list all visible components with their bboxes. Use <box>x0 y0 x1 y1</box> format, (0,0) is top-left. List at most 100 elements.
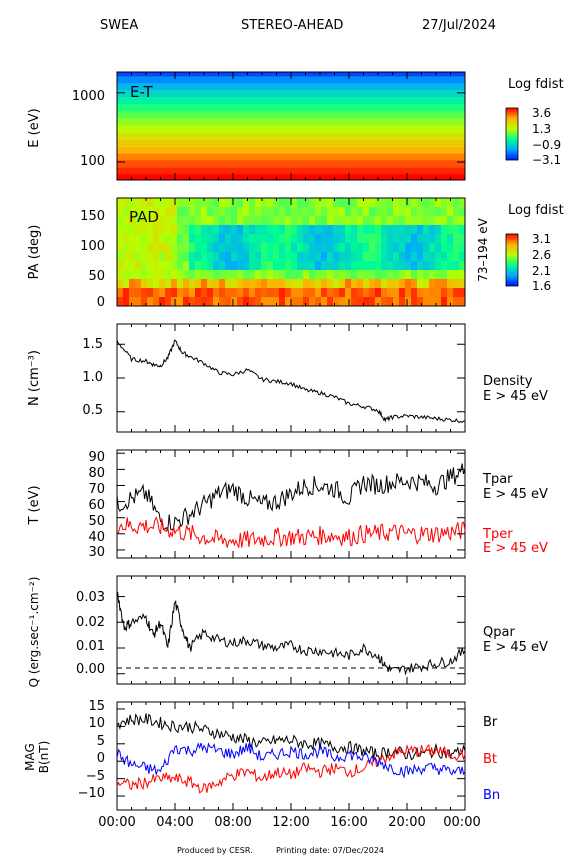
pitch-angle-cell <box>141 243 148 253</box>
pitch-angle-cell <box>267 261 274 271</box>
pitch-angle-cell <box>327 234 334 244</box>
pitch-angle-cell <box>339 225 346 235</box>
pitch-angle-cell <box>333 261 340 271</box>
pitch-angle-cell <box>147 270 154 280</box>
pitch-angle-cell <box>381 198 388 208</box>
pitch-angle-cell <box>411 288 418 298</box>
pitch-angle-cell <box>249 279 256 289</box>
pitch-angle-cell <box>315 297 322 307</box>
pitch-angle-cell <box>297 207 304 217</box>
pitch-angle-cell <box>237 234 244 244</box>
qpar-legend-energy: E > 45 eV <box>483 640 548 655</box>
magnetic-field-series <box>116 708 466 797</box>
pitch-angle-cell <box>423 216 430 226</box>
pitch-angle-cell <box>159 297 166 307</box>
pitch-angle-cell <box>195 288 202 298</box>
pitch-angle-cell <box>147 252 154 262</box>
pitch-angle-cell <box>363 279 370 289</box>
pitch-angle-cell <box>345 279 352 289</box>
pitch-angle-cell <box>153 207 160 217</box>
density-ylabel: N (cm⁻³) <box>27 350 42 406</box>
pitch-angle-cell <box>447 243 454 253</box>
pitch-angle-cell <box>339 270 346 280</box>
pitch-angle-cell <box>405 261 412 271</box>
pitch-angle-cell <box>171 288 178 298</box>
pitch-angle-cell <box>327 270 334 280</box>
pitch-angle-cell <box>399 270 406 280</box>
pitch-angle-cell <box>321 279 328 289</box>
pitch-angle-cell <box>345 225 352 235</box>
pitch-angle-cell <box>153 288 160 298</box>
pitch-angle-cell <box>363 252 370 262</box>
energy-time-ytick: 100 <box>80 154 105 169</box>
pitch-angle-cell <box>297 198 304 208</box>
pitch-angle-cell <box>405 279 412 289</box>
pitch-angle-cell <box>171 216 178 226</box>
pitch-angle-cell <box>327 243 334 253</box>
heat-flux-ytick: 0.00 <box>76 662 105 677</box>
pitch-angle-cell <box>333 207 340 217</box>
pitch-angle-cell <box>423 279 430 289</box>
pitch-angle-cell <box>339 279 346 289</box>
pitch-angle-cell <box>213 234 220 244</box>
pitch-angle-cell <box>291 198 298 208</box>
pitch-angle-cell <box>345 243 352 253</box>
colorbar-tick: 3.6 <box>532 106 551 120</box>
pitch-angle-cell <box>195 225 202 235</box>
pitch-angle-cell <box>411 243 418 253</box>
pitch-angle-cell <box>237 243 244 253</box>
pitch-angle-cell <box>327 288 334 298</box>
pitch-angle-cell <box>399 252 406 262</box>
pitch-angle-cell <box>351 288 358 298</box>
pitch-angle-cell <box>339 234 346 244</box>
pitch-angle-cell <box>369 270 376 280</box>
pitch-angle-cell <box>213 270 220 280</box>
pitch-angle-ytick: 0 <box>97 295 105 310</box>
pitch-angle-cell <box>261 207 268 217</box>
pitch-angle-cell <box>393 234 400 244</box>
pitch-angle-cell <box>441 243 448 253</box>
pitch-angle-cell <box>237 225 244 235</box>
pitch-angle-cell <box>231 261 238 271</box>
pitch-angle-cell <box>411 279 418 289</box>
pitch-angle-cell <box>177 216 184 226</box>
pitch-angle-cell <box>315 243 322 253</box>
pitch-angle-cell <box>417 270 424 280</box>
colorbar-tick: 2.6 <box>532 248 551 262</box>
pitch-angle-cell <box>147 225 154 235</box>
pitch-angle-cell <box>441 252 448 262</box>
pitch-angle-cell <box>285 216 292 226</box>
pitch-angle-cell <box>219 288 226 298</box>
temperature-ytick: 90 <box>88 450 105 465</box>
pitch-angle-cell <box>297 234 304 244</box>
series-line-density <box>116 339 466 424</box>
pitch-angle-cell <box>243 198 250 208</box>
pitch-angle-cell <box>135 234 142 244</box>
pitch-angle-cell <box>303 279 310 289</box>
pitch-angle-cell <box>201 288 208 298</box>
pitch-angle-heatmap <box>117 198 466 307</box>
pitch-angle-cell <box>411 234 418 244</box>
pitch-angle-cell <box>123 225 130 235</box>
time-tick-label: 00:00 <box>98 815 135 830</box>
pitch-angle-cell <box>303 234 310 244</box>
pitch-angle-cell <box>153 270 160 280</box>
pitch-angle-cell <box>309 297 316 307</box>
pitch-angle-cell <box>405 243 412 253</box>
pitch-angle-cell <box>453 288 460 298</box>
pitch-angle-cell <box>153 198 160 208</box>
pitch-angle-cell <box>435 198 442 208</box>
pitch-angle-cell <box>357 279 364 289</box>
pitch-angle-cell <box>309 198 316 208</box>
pitch-angle-cell <box>363 216 370 226</box>
pitch-angle-cell <box>411 297 418 307</box>
pitch-angle-cell <box>291 234 298 244</box>
pitch-angle-cell <box>441 261 448 271</box>
pitch-angle-cell <box>231 252 238 262</box>
pitch-angle-cell <box>177 243 184 253</box>
pitch-angle-cell <box>147 216 154 226</box>
bt-legend: Bt <box>483 752 497 767</box>
pitch-angle-cell <box>303 261 310 271</box>
pitch-angle-cell <box>393 225 400 235</box>
pitch-angle-cell <box>201 261 208 271</box>
